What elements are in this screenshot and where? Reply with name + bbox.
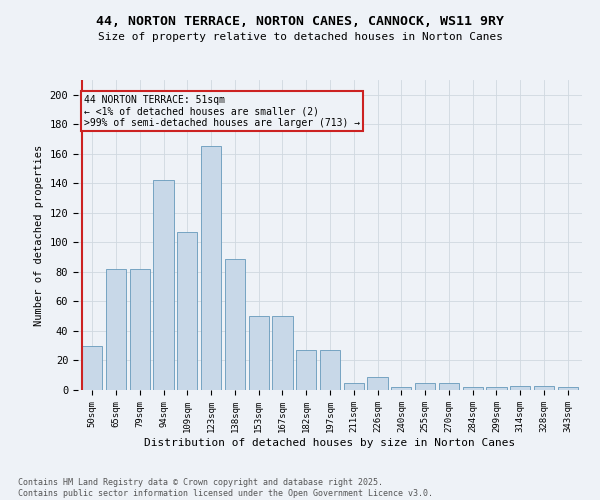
Bar [344,382,364,390]
Bar [130,269,150,390]
Text: 44, NORTON TERRACE, NORTON CANES, CANNOCK, WS11 9RY: 44, NORTON TERRACE, NORTON CANES, CANNOC… [96,15,504,28]
Text: 44 NORTON TERRACE: 51sqm
← <1% of detached houses are smaller (2)
>99% of semi-d: 44 NORTON TERRACE: 51sqm ← <1% of detach… [84,95,360,128]
Bar [225,258,245,390]
Bar [463,387,483,390]
Bar [534,386,554,390]
Bar [154,180,173,390]
Bar [510,386,530,390]
Bar [106,269,126,390]
Bar [201,146,221,390]
Bar [177,232,197,390]
Text: Contains HM Land Registry data © Crown copyright and database right 2025.
Contai: Contains HM Land Registry data © Crown c… [18,478,433,498]
Bar [391,387,412,390]
Bar [367,376,388,390]
Bar [415,382,435,390]
Y-axis label: Number of detached properties: Number of detached properties [34,144,44,326]
Bar [296,350,316,390]
Bar [248,316,269,390]
X-axis label: Distribution of detached houses by size in Norton Canes: Distribution of detached houses by size … [145,438,515,448]
Bar [82,346,103,390]
Bar [272,316,293,390]
Text: Size of property relative to detached houses in Norton Canes: Size of property relative to detached ho… [97,32,503,42]
Bar [439,382,459,390]
Bar [487,387,506,390]
Bar [320,350,340,390]
Bar [557,387,578,390]
